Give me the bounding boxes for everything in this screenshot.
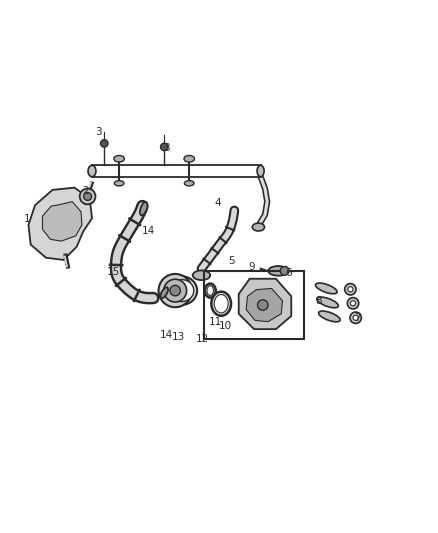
Ellipse shape	[114, 156, 124, 162]
Circle shape	[170, 285, 180, 296]
Ellipse shape	[193, 270, 210, 280]
Text: 6: 6	[285, 268, 292, 278]
Text: 9: 9	[248, 262, 255, 271]
Ellipse shape	[205, 284, 215, 297]
Text: 13: 13	[172, 333, 185, 343]
Text: 5: 5	[228, 256, 235, 266]
Circle shape	[84, 192, 92, 200]
Text: 14: 14	[160, 330, 173, 340]
Circle shape	[258, 300, 268, 310]
Ellipse shape	[211, 292, 231, 316]
Ellipse shape	[170, 280, 194, 302]
Ellipse shape	[280, 266, 289, 275]
Circle shape	[350, 301, 356, 306]
Polygon shape	[246, 288, 283, 322]
Ellipse shape	[114, 181, 124, 186]
Ellipse shape	[268, 266, 288, 276]
Ellipse shape	[160, 287, 168, 298]
Ellipse shape	[317, 297, 339, 308]
Circle shape	[345, 284, 356, 295]
Circle shape	[347, 297, 359, 309]
Text: 3: 3	[163, 143, 170, 154]
Polygon shape	[42, 201, 82, 241]
Text: 15: 15	[106, 266, 120, 277]
Text: 10: 10	[219, 321, 232, 330]
Text: 2: 2	[82, 186, 89, 196]
Ellipse shape	[252, 223, 265, 231]
Circle shape	[100, 140, 108, 147]
Circle shape	[164, 279, 187, 302]
Ellipse shape	[140, 202, 148, 215]
Text: 11: 11	[209, 317, 222, 327]
Text: 14: 14	[141, 225, 155, 236]
Text: 12: 12	[196, 334, 209, 344]
Circle shape	[80, 189, 95, 204]
Ellipse shape	[214, 295, 228, 313]
Ellipse shape	[184, 181, 194, 186]
Circle shape	[348, 287, 353, 292]
Polygon shape	[28, 188, 92, 260]
Circle shape	[350, 312, 361, 324]
Text: 1: 1	[24, 214, 31, 224]
Ellipse shape	[184, 156, 194, 162]
Circle shape	[159, 274, 192, 307]
Ellipse shape	[88, 165, 96, 177]
Circle shape	[353, 315, 358, 320]
Ellipse shape	[315, 283, 337, 294]
Ellipse shape	[207, 286, 213, 295]
Text: 7: 7	[353, 313, 360, 323]
Circle shape	[160, 143, 168, 151]
Ellipse shape	[166, 276, 197, 305]
Text: 3: 3	[95, 127, 102, 136]
Text: 4: 4	[215, 198, 222, 208]
Text: 8: 8	[315, 296, 322, 305]
Ellipse shape	[318, 311, 340, 322]
Ellipse shape	[257, 165, 264, 177]
Bar	[204, 271, 304, 339]
Polygon shape	[239, 279, 291, 329]
